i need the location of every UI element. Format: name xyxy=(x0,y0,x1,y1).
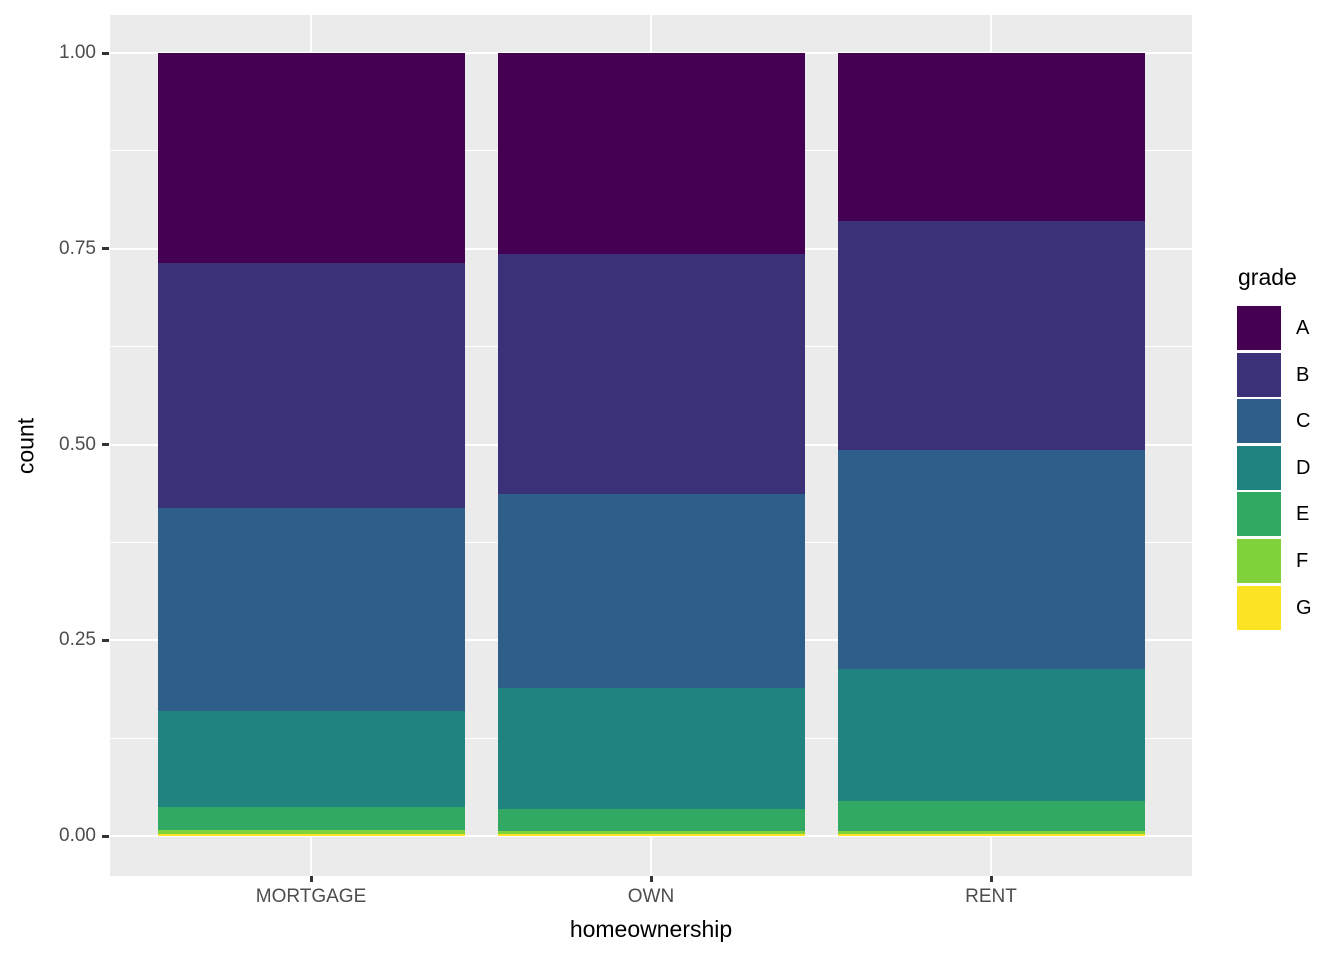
legend-key-a xyxy=(1237,306,1281,350)
y-tick-label: 0.25 xyxy=(59,629,96,651)
bar-own xyxy=(497,15,805,876)
bar-rent xyxy=(837,15,1145,876)
bar-segment-e xyxy=(837,800,1145,831)
legend-key-e xyxy=(1237,492,1281,537)
bar-segment-b xyxy=(157,262,465,508)
x-axis-title: homeownership xyxy=(569,916,733,942)
legend-label-g: G xyxy=(1296,596,1312,619)
legend-label-c: C xyxy=(1296,410,1311,433)
legend-key-g xyxy=(1237,585,1281,630)
y-tick-label: 0.00 xyxy=(59,825,96,846)
y-tick-label: 0.75 xyxy=(59,237,96,259)
bar-segment-d xyxy=(497,688,805,810)
y-tick-mark xyxy=(102,834,109,838)
bar-mortgage xyxy=(157,15,465,876)
x-tick-mark xyxy=(309,876,313,882)
bar-segment-a xyxy=(497,53,805,255)
bar-segment-e xyxy=(157,807,465,830)
legend-key-c xyxy=(1237,399,1281,444)
legend-label-f: F xyxy=(1296,550,1309,572)
bar-segment-c xyxy=(157,507,465,711)
bar-segment-c xyxy=(497,493,805,688)
legend-label-e: E xyxy=(1296,503,1310,526)
legend-label-a: A xyxy=(1296,317,1310,339)
bar-segment-c xyxy=(837,449,1145,670)
bar-segment-e xyxy=(497,809,805,832)
bar-segment-f xyxy=(157,829,465,835)
bar-segment-b xyxy=(837,221,1145,450)
legend-key-f xyxy=(1237,539,1281,583)
bar-segment-b xyxy=(497,254,805,494)
y-axis-title: count xyxy=(12,417,39,474)
bar-segment-g xyxy=(837,833,1145,836)
bar-segment-g xyxy=(157,834,465,836)
y-tick-mark xyxy=(102,51,109,55)
x-tick-mark xyxy=(649,876,653,882)
legend-title: grade xyxy=(1238,264,1297,290)
bar-segment-a xyxy=(157,53,465,263)
x-tick-label: RENT xyxy=(965,886,1017,907)
bar-segment-f xyxy=(497,831,805,835)
legend-label-d: D xyxy=(1296,456,1311,479)
bar-segment-f xyxy=(837,830,1145,834)
legend-key-b xyxy=(1237,352,1281,397)
y-tick-label: 0.50 xyxy=(59,433,96,455)
y-tick-label: 1.00 xyxy=(59,42,96,63)
x-tick-label: OWN xyxy=(627,886,675,907)
bar-segment-d xyxy=(837,669,1145,801)
x-tick-mark xyxy=(989,876,993,882)
y-tick-mark xyxy=(102,247,109,251)
plot-panel xyxy=(110,15,1192,876)
y-tick-mark xyxy=(102,443,109,446)
x-tick-label: MORTGAGE xyxy=(255,886,367,907)
bar-segment-g xyxy=(497,834,805,836)
legend-key-d xyxy=(1237,445,1281,490)
y-tick-mark xyxy=(102,638,109,642)
bar-segment-a xyxy=(837,53,1145,222)
bar-segment-d xyxy=(157,710,465,808)
legend-label-b: B xyxy=(1296,363,1310,386)
